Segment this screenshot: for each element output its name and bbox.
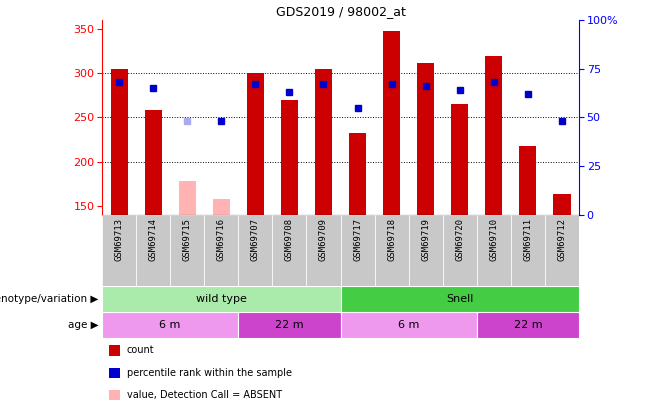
- Text: GSM69720: GSM69720: [455, 218, 465, 261]
- Bar: [102, 312, 238, 338]
- Bar: [341, 215, 374, 286]
- Text: Snell: Snell: [446, 294, 474, 304]
- Bar: [545, 215, 579, 286]
- Bar: [451, 104, 468, 215]
- Bar: [477, 215, 511, 286]
- Bar: [443, 215, 477, 286]
- Text: GSM69708: GSM69708: [285, 218, 294, 261]
- Bar: [553, 194, 570, 215]
- Bar: [486, 55, 502, 215]
- Bar: [374, 215, 409, 286]
- Text: GSM69711: GSM69711: [523, 218, 532, 261]
- Text: percentile rank within the sample: percentile rank within the sample: [127, 368, 292, 377]
- Text: GSM69707: GSM69707: [251, 218, 260, 261]
- Text: GSM69718: GSM69718: [387, 218, 396, 261]
- Text: genotype/variation ▶: genotype/variation ▶: [0, 294, 99, 304]
- Bar: [272, 215, 307, 286]
- Bar: [409, 215, 443, 286]
- Bar: [170, 215, 204, 286]
- Bar: [417, 63, 434, 215]
- Bar: [238, 215, 272, 286]
- Text: GSM69713: GSM69713: [114, 218, 124, 261]
- Text: value, Detection Call = ABSENT: value, Detection Call = ABSENT: [127, 390, 282, 400]
- Bar: [315, 69, 332, 215]
- Text: 6 m: 6 m: [159, 320, 181, 330]
- Bar: [247, 73, 264, 215]
- Text: wild type: wild type: [196, 294, 247, 304]
- Text: count: count: [127, 345, 155, 355]
- Text: GSM69714: GSM69714: [149, 218, 158, 261]
- Bar: [511, 215, 545, 286]
- Bar: [383, 31, 400, 215]
- Bar: [102, 215, 136, 286]
- Bar: [111, 69, 128, 215]
- Bar: [477, 312, 579, 338]
- Bar: [307, 215, 340, 286]
- Text: GSM69716: GSM69716: [216, 218, 226, 261]
- Bar: [136, 215, 170, 286]
- Title: GDS2019 / 98002_at: GDS2019 / 98002_at: [276, 5, 405, 18]
- Bar: [349, 133, 366, 215]
- Bar: [204, 215, 238, 286]
- Text: GSM69710: GSM69710: [490, 218, 498, 261]
- Text: GSM69719: GSM69719: [421, 218, 430, 261]
- Text: GSM69717: GSM69717: [353, 218, 362, 261]
- Text: 22 m: 22 m: [514, 320, 542, 330]
- Text: age ▶: age ▶: [68, 320, 99, 330]
- Bar: [179, 181, 195, 215]
- Text: GSM69709: GSM69709: [319, 218, 328, 261]
- Text: 22 m: 22 m: [275, 320, 304, 330]
- Bar: [238, 312, 341, 338]
- Bar: [341, 312, 477, 338]
- Text: GSM69715: GSM69715: [183, 218, 191, 261]
- Bar: [213, 199, 230, 215]
- Bar: [341, 286, 579, 312]
- Bar: [281, 100, 298, 215]
- Text: 6 m: 6 m: [398, 320, 419, 330]
- Bar: [145, 111, 162, 215]
- Bar: [519, 146, 536, 215]
- Text: GSM69712: GSM69712: [557, 218, 567, 261]
- Bar: [102, 286, 341, 312]
